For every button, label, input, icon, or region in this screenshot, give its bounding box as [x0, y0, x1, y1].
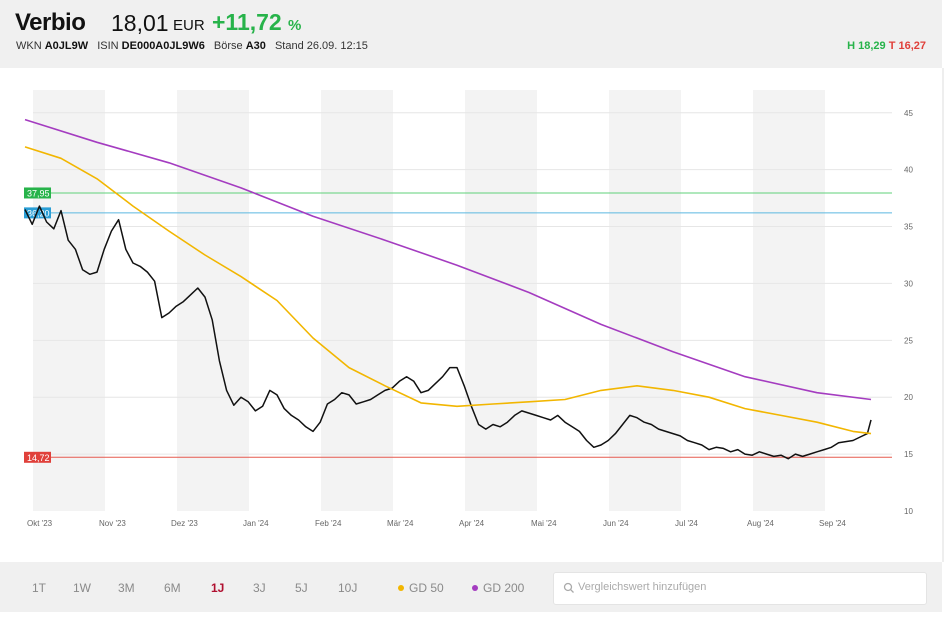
- isin-value: DE000A0JL9W6: [121, 40, 205, 52]
- reference-tag: [24, 187, 51, 199]
- range-3j[interactable]: 3J: [253, 581, 266, 595]
- range-10j[interactable]: 10J: [338, 581, 358, 595]
- x-tick-label: Jun '24: [603, 519, 629, 528]
- day-high: H 18,29: [847, 40, 886, 52]
- search-placeholder: Vergleichswert hinzufügen: [578, 581, 707, 593]
- search-icon: [563, 582, 574, 593]
- legend-gd200[interactable]: GD 200: [472, 581, 524, 595]
- gd200-dot-icon: [472, 584, 478, 591]
- month-band: [33, 90, 105, 511]
- timestamp: Stand 26.09. 12:15: [274, 40, 368, 52]
- range-3m[interactable]: 3M: [118, 581, 135, 595]
- legend-gd50-label: GD 50: [409, 581, 444, 595]
- x-tick-label: Mär '24: [387, 519, 414, 528]
- y-tick-label: 30: [904, 279, 913, 288]
- stock-price: 18,01: [111, 10, 169, 36]
- x-tick-label: Mai '24: [531, 519, 557, 528]
- bottom-strip: [0, 612, 944, 624]
- x-tick-label: Feb '24: [315, 519, 342, 528]
- y-tick-label: 40: [904, 166, 913, 175]
- month-band: [753, 90, 825, 511]
- y-tick-label: 45: [904, 109, 913, 118]
- price-change: +11,72: [212, 9, 282, 35]
- legend-gd50[interactable]: GD 50: [398, 581, 444, 595]
- exchange-value: A30: [245, 40, 266, 52]
- x-tick-label: Sep '24: [819, 519, 846, 528]
- series-line-price: [24, 205, 872, 460]
- reference-tag: [24, 451, 51, 463]
- security-meta: WKN A0JL9W ISIN DE000A0JL9W6 Börse A30 S…: [16, 40, 368, 52]
- quote-header: Verbio 18,01 EUR +11,72 % WKN A0JL9W ISI…: [0, 0, 942, 68]
- x-tick-label: Nov '23: [99, 519, 126, 528]
- price-currency: EUR: [173, 17, 205, 34]
- reference-tag-label: 37,95: [27, 188, 50, 198]
- price-chart[interactable]: 10 15 20 25 30 35 40 45 Okt '23 Nov '23 Dez '23 Jan…: [0, 68, 942, 562]
- stock-name: Verbio: [15, 9, 86, 36]
- y-tick-label: 35: [904, 223, 913, 232]
- y-tick-label: 25: [904, 336, 913, 345]
- compare-search-input[interactable]: Vergleichswert hinzufügen: [553, 572, 927, 605]
- range-6m[interactable]: 6M: [164, 581, 181, 595]
- x-tick-label: Aug '24: [747, 519, 774, 528]
- month-band: [177, 90, 249, 511]
- day-low: T 16,27: [888, 40, 926, 52]
- range-5j[interactable]: 5J: [295, 581, 308, 595]
- wkn-value: A0JL9W: [44, 40, 89, 52]
- x-tick-label: Jul '24: [675, 519, 698, 528]
- series-line-gd50: [24, 146, 872, 435]
- high-low: H 18,29 T 16,27: [847, 40, 926, 52]
- y-tick-label: 10: [904, 507, 913, 516]
- month-band: [465, 90, 537, 511]
- reference-tag-label: 14,72: [27, 453, 50, 463]
- x-tick-label: Apr '24: [459, 519, 485, 528]
- x-tick-label: Okt '23: [27, 519, 53, 528]
- y-tick-label: 20: [904, 393, 913, 402]
- y-tick-label: 15: [904, 450, 913, 459]
- range-1t[interactable]: 1T: [32, 581, 47, 595]
- chart-toolbar: 1T 1W 3M 6M 1J 3J 5J 10J GD 50 GD 200 Ve…: [0, 562, 942, 612]
- x-tick-label: Dez '23: [171, 519, 198, 528]
- legend-gd200-label: GD 200: [483, 581, 525, 595]
- reference-tag-label: 36,20: [27, 208, 50, 218]
- exchange-label: Börse: [213, 40, 243, 52]
- range-1j[interactable]: 1J: [211, 581, 225, 595]
- price-change-unit: %: [288, 17, 302, 34]
- month-band: [321, 90, 393, 511]
- month-band: [609, 90, 681, 511]
- wkn-label: WKN: [16, 40, 42, 52]
- gd50-dot-icon: [398, 584, 404, 591]
- range-1w[interactable]: 1W: [73, 581, 91, 595]
- x-tick-label: Jan '24: [243, 519, 269, 528]
- isin-label: ISIN: [97, 40, 119, 52]
- chart-area[interactable]: 10 15 20 25 30 35 40 45 Okt '23 Nov '23 Dez '23 Jan…: [0, 68, 944, 562]
- series-line-gd200: [24, 118, 872, 401]
